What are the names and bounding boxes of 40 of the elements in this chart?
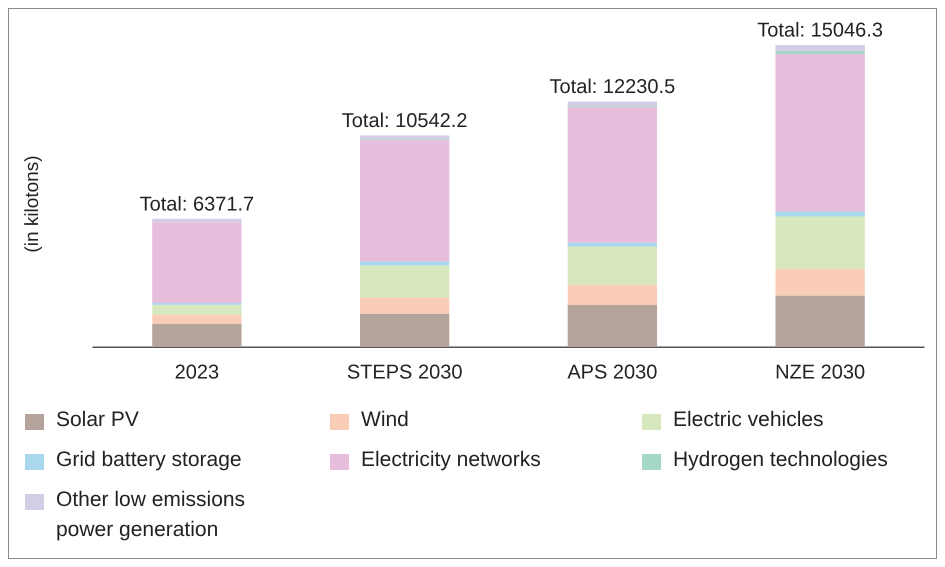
bar xyxy=(152,218,242,223)
bar xyxy=(360,298,450,314)
bar xyxy=(152,314,242,324)
bar xyxy=(775,50,865,54)
bar xyxy=(775,45,865,51)
bar xyxy=(568,242,658,247)
annotation: Total: 12230.5 xyxy=(550,76,676,98)
legend-label: Hydrogen technologies xyxy=(673,447,888,473)
x-tick-label: 2023 xyxy=(174,362,220,384)
bar xyxy=(360,135,450,140)
legend-label: Other low emissions power generation xyxy=(56,487,246,543)
legend-label: Solar PV xyxy=(56,407,139,433)
legend-label: Electric vehicles xyxy=(673,407,824,433)
legend-label: Grid battery storage xyxy=(56,447,242,473)
bar xyxy=(775,296,865,347)
bar xyxy=(568,246,658,285)
bar xyxy=(775,216,865,269)
y-axis-title: (in kilotons) xyxy=(22,155,44,253)
bar xyxy=(568,284,658,305)
bar xyxy=(360,266,450,298)
legend-label: Wind xyxy=(361,407,409,433)
x-tick-label: STEPS 2030 xyxy=(346,362,462,384)
bar xyxy=(568,304,658,347)
annotation: Total: 6371.7 xyxy=(140,194,254,216)
bar xyxy=(775,54,865,212)
annotation: Total: 10542.2 xyxy=(342,110,468,132)
bar xyxy=(775,212,865,217)
bar xyxy=(360,140,450,262)
bar xyxy=(360,314,450,347)
bar xyxy=(152,304,242,315)
bar xyxy=(152,324,242,347)
bar xyxy=(360,262,450,266)
bar xyxy=(775,268,865,296)
x-tick-label: APS 2030 xyxy=(567,362,658,384)
legend-label: Electricity networks xyxy=(361,447,541,473)
annotation: Total: 15046.3 xyxy=(757,20,883,42)
bar xyxy=(568,107,658,243)
bar xyxy=(152,222,242,304)
bar xyxy=(568,102,658,106)
x-tick-label: NZE 2030 xyxy=(775,362,866,384)
